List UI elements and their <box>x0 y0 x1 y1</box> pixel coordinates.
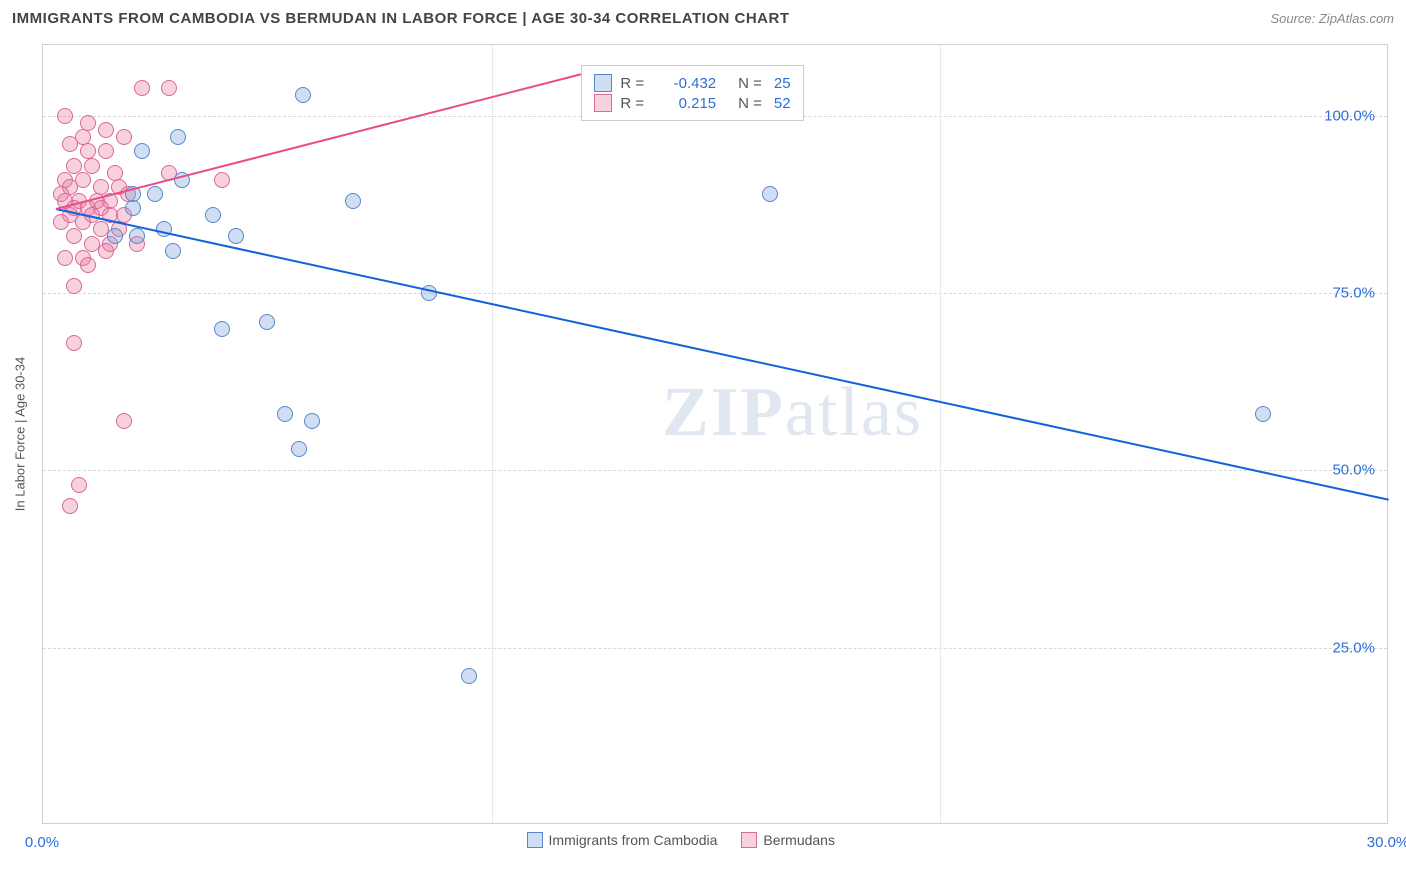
scatter-point-cambodia <box>1255 406 1271 422</box>
scatter-point-bermudans <box>71 477 87 493</box>
legend-row: R = -0.432 N = 25 <box>594 74 790 92</box>
title-bar: IMMIGRANTS FROM CAMBODIA VS BERMUDAN IN … <box>0 0 1406 36</box>
legend-bottom-label: Immigrants from Cambodia <box>549 832 718 848</box>
scatter-point-bermudans <box>66 228 82 244</box>
source-attribution: Source: ZipAtlas.com <box>1270 11 1394 26</box>
watermark-zip: ZIP <box>662 374 785 451</box>
scatter-point-bermudans <box>80 257 96 273</box>
scatter-point-cambodia <box>228 228 244 244</box>
legend-r-value: 0.215 <box>656 95 716 112</box>
scatter-point-cambodia <box>134 143 150 159</box>
scatter-point-bermudans <box>116 413 132 429</box>
scatter-point-cambodia <box>345 193 361 209</box>
legend-swatch <box>594 94 612 112</box>
legend-correlation-box: R = -0.432 N = 25 R = 0.215 N = 52 <box>581 65 803 121</box>
legend-r-label: R = <box>620 75 644 92</box>
scatter-point-cambodia <box>277 406 293 422</box>
legend-bottom-label: Bermudans <box>763 832 835 848</box>
legend-swatch <box>594 74 612 92</box>
scatter-point-bermudans <box>66 278 82 294</box>
scatter-point-cambodia <box>762 186 778 202</box>
grid-line-horizontal <box>43 648 1387 649</box>
scatter-point-cambodia <box>147 186 163 202</box>
scatter-point-bermudans <box>66 335 82 351</box>
watermark: ZIPatlas <box>662 373 923 453</box>
legend-n-value: 25 <box>774 75 791 92</box>
scatter-point-cambodia <box>291 441 307 457</box>
trend-line-cambodia <box>56 208 1389 501</box>
x-tick-label: 0.0% <box>25 834 59 851</box>
chart-title: IMMIGRANTS FROM CAMBODIA VS BERMUDAN IN … <box>12 10 789 27</box>
scatter-point-bermudans <box>134 80 150 96</box>
scatter-point-cambodia <box>214 321 230 337</box>
legend-n-label: N = <box>738 75 762 92</box>
grid-line-horizontal <box>43 293 1387 294</box>
scatter-point-cambodia <box>107 228 123 244</box>
chart-container: IMMIGRANTS FROM CAMBODIA VS BERMUDAN IN … <box>0 0 1406 892</box>
scatter-point-cambodia <box>295 87 311 103</box>
scatter-point-bermudans <box>161 80 177 96</box>
grid-line-horizontal <box>43 470 1387 471</box>
grid-line-vertical <box>940 45 941 823</box>
legend-swatch <box>527 832 543 848</box>
scatter-point-bermudans <box>62 498 78 514</box>
grid-line-vertical <box>492 45 493 823</box>
scatter-point-bermudans <box>98 243 114 259</box>
scatter-point-cambodia <box>129 228 145 244</box>
scatter-point-bermudans <box>57 108 73 124</box>
legend-bottom: Immigrants from Cambodia Bermudans <box>527 832 835 848</box>
legend-n-value: 52 <box>774 95 791 112</box>
scatter-point-cambodia <box>125 200 141 216</box>
x-tick-label: 30.0% <box>1367 834 1406 851</box>
scatter-point-bermudans <box>98 143 114 159</box>
legend-swatch <box>741 832 757 848</box>
scatter-point-bermudans <box>53 214 69 230</box>
legend-r-label: R = <box>620 95 644 112</box>
y-tick-label: 75.0% <box>1332 285 1375 302</box>
scatter-point-cambodia <box>170 129 186 145</box>
plot-area: ZIPatlas 25.0% 50.0% 75.0% 100.0% R = -0.432 N… <box>42 44 1388 824</box>
y-tick-label: 100.0% <box>1324 107 1375 124</box>
legend-n-label: N = <box>738 95 762 112</box>
watermark-atlas: atlas <box>785 374 923 451</box>
scatter-point-bermudans <box>214 172 230 188</box>
scatter-point-cambodia <box>304 413 320 429</box>
scatter-point-bermudans <box>84 158 100 174</box>
y-tick-label: 50.0% <box>1332 462 1375 479</box>
scatter-point-cambodia <box>205 207 221 223</box>
legend-r-value: -0.432 <box>656 75 716 92</box>
scatter-point-bermudans <box>116 129 132 145</box>
scatter-point-cambodia <box>165 243 181 259</box>
legend-bottom-item: Bermudans <box>741 832 835 848</box>
scatter-point-bermudans <box>98 122 114 138</box>
legend-row: R = 0.215 N = 52 <box>594 94 790 112</box>
y-tick-label: 25.0% <box>1332 639 1375 656</box>
legend-bottom-item: Immigrants from Cambodia <box>527 832 718 848</box>
trend-line-bermudans <box>56 73 581 210</box>
scatter-point-bermudans <box>57 250 73 266</box>
y-axis-title: In Labor Force | Age 30-34 <box>13 357 28 511</box>
scatter-point-cambodia <box>461 668 477 684</box>
scatter-point-cambodia <box>259 314 275 330</box>
scatter-point-bermudans <box>62 136 78 152</box>
